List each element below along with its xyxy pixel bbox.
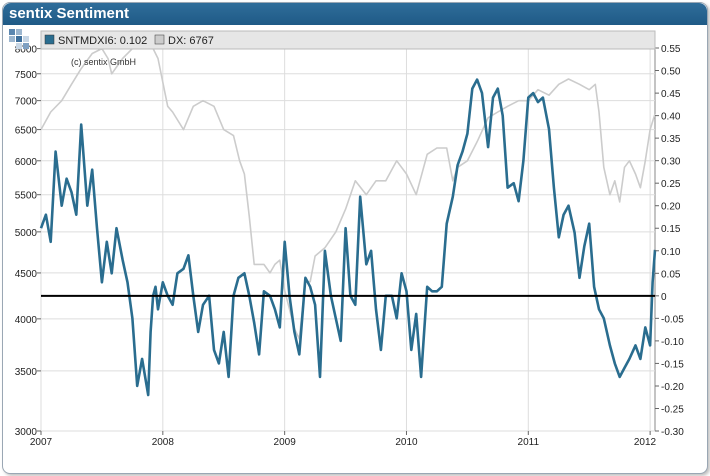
line-chart: 3000 3500 4000 4500 5000 5500 6000 6500 7000 7500… (9, 29, 684, 448)
series-line-sntmdxi6 (39, 78, 657, 397)
right-tick-label: -0.30 (661, 427, 684, 438)
right-tick-label: -0.10 (661, 337, 684, 348)
right-tick-label: 0.35 (661, 134, 681, 145)
legend-label-dx: DX: 6767 (168, 35, 214, 47)
left-tick-label: 5500 (15, 191, 38, 202)
series-line-dx (40, 45, 656, 340)
left-tick-label: 7500 (15, 70, 38, 81)
legend-swatch-dx (154, 34, 165, 45)
left-tick-label: 4500 (15, 269, 38, 280)
x-tick-label: 2010 (395, 437, 418, 448)
right-tick-label: 0.20 (661, 202, 681, 213)
x-tick-label: 2008 (152, 437, 175, 448)
plot-area (40, 38, 656, 432)
left-tick-label: 3500 (15, 367, 38, 378)
left-tick-label: 6000 (15, 157, 38, 168)
left-tick-label: 5000 (15, 228, 38, 239)
right-tick-label: -0.05 (661, 314, 684, 325)
right-tick-label: 0 (661, 292, 667, 303)
series-layer (39, 45, 657, 397)
right-axis: 0.55 0.50 0.45 0.40 0.35 0.30 0.25 0.20 0.15 0.10… (655, 44, 684, 438)
x-tick-label: 2011 (518, 437, 540, 448)
right-tick-label: 0.10 (661, 247, 681, 258)
x-tick-label: 2007 (30, 437, 53, 448)
legend-item-dx[interactable]: DX: 6767 (154, 34, 214, 47)
title-bar: sentix Sentiment (3, 3, 707, 25)
right-tick-label: 0.55 (661, 44, 681, 55)
right-tick-label: 0.30 (661, 157, 681, 168)
left-tick-label: 7000 (15, 97, 38, 108)
sentix-logo-icon (9, 29, 29, 49)
right-tick-label: 0.50 (661, 67, 681, 78)
right-tick-label: 0.05 (661, 269, 681, 280)
right-tick-label: -0.25 (661, 404, 684, 415)
right-tick-label: -0.15 (661, 359, 684, 370)
legend-swatch-sntmdxi6 (44, 34, 55, 45)
left-tick-label: 4000 (15, 315, 38, 326)
legend-item-sntmdxi6[interactable]: SNTMDXI6: 0.102 (44, 34, 147, 47)
right-tick-label: 0.40 (661, 112, 681, 123)
x-tick-label: 2012 (634, 437, 657, 448)
right-tick-label: 0.25 (661, 179, 681, 190)
left-tick-label: 3000 (15, 427, 38, 438)
left-tick-label: 8000 (15, 45, 38, 56)
right-tick-label: -0.20 (661, 382, 684, 393)
left-tick-label: 6500 (15, 126, 38, 137)
legend-label-sntmdxi6: SNTMDXI6: 0.102 (58, 35, 147, 47)
right-tick-label: 0.15 (661, 224, 681, 235)
left-axis: 3000 3500 4000 4500 5000 5500 6000 6500 7000 7500… (15, 45, 41, 438)
legend-bar (40, 30, 656, 50)
x-tick-label: 2009 (274, 437, 297, 448)
window-title: sentix Sentiment (9, 5, 130, 22)
right-tick-label: 0.45 (661, 89, 681, 100)
x-axis: 2007 2008 2009 2010 2011 2012 (30, 431, 657, 448)
copyright-text: (c) sentix GmbH (71, 57, 136, 67)
